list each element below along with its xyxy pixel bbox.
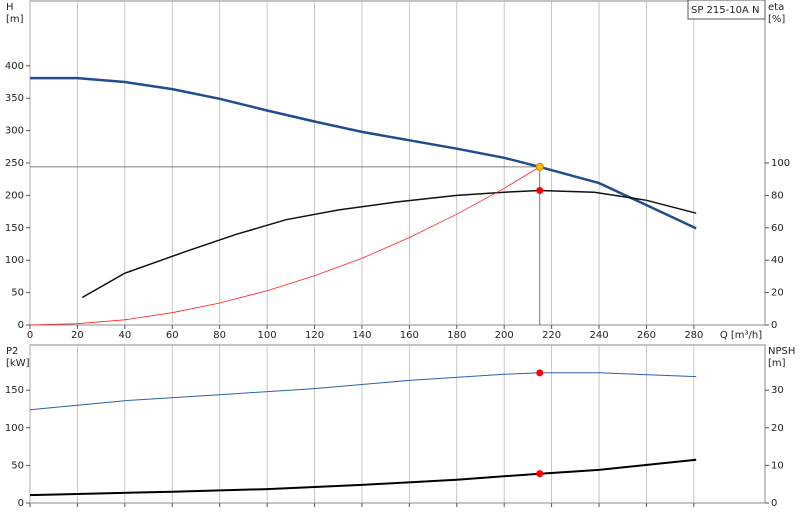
y-tick-label: 350 bbox=[5, 93, 24, 104]
y-axis-label: P2 bbox=[6, 346, 18, 357]
x-tick-label: 120 bbox=[305, 330, 324, 341]
y2-axis-unit: [m] bbox=[768, 358, 786, 369]
plot-frame bbox=[29, 0, 766, 326]
series-line bbox=[30, 76, 697, 230]
series-line bbox=[81, 189, 697, 299]
y-tick-label: 400 bbox=[5, 61, 24, 72]
x-tick-label: 200 bbox=[495, 330, 514, 341]
x-tick-label: 160 bbox=[400, 330, 419, 341]
x-tick-label: 0 bbox=[27, 330, 33, 341]
y-tick-label: 50 bbox=[11, 288, 24, 299]
y-axis-label: H bbox=[6, 2, 14, 13]
x-tick-label: 20 bbox=[71, 330, 84, 341]
x-tick-label: 60 bbox=[166, 330, 179, 341]
series-line bbox=[29, 166, 541, 326]
operating-point bbox=[536, 470, 544, 478]
operating-point bbox=[536, 369, 544, 377]
y-tick-label: 0 bbox=[18, 320, 24, 331]
y2-tick-label: 30 bbox=[771, 385, 784, 396]
y2-tick-label: 0 bbox=[771, 320, 777, 331]
y2-tick-label: 0 bbox=[771, 498, 777, 509]
y2-tick-label: 100 bbox=[771, 158, 790, 169]
y-tick-label: 100 bbox=[5, 255, 24, 266]
y-tick-label: 150 bbox=[5, 385, 24, 396]
y-tick-label: 200 bbox=[5, 190, 24, 201]
x-tick-label: 140 bbox=[352, 330, 371, 341]
y-tick-label: 100 bbox=[5, 423, 24, 434]
series-line bbox=[29, 372, 697, 411]
y2-tick-label: 60 bbox=[771, 223, 784, 234]
y2-tick-label: 80 bbox=[771, 190, 784, 201]
y2-tick-label: 20 bbox=[771, 288, 784, 299]
x-tick-label: 240 bbox=[589, 330, 608, 341]
y-axis-unit: [kW] bbox=[6, 358, 30, 369]
x-tick-label: 40 bbox=[118, 330, 131, 341]
y-tick-label: 250 bbox=[5, 158, 24, 169]
x-tick-label: 220 bbox=[542, 330, 561, 341]
y2-tick-label: 10 bbox=[771, 460, 784, 471]
y-axis-unit: [m] bbox=[6, 14, 24, 25]
plot-frame bbox=[29, 344, 766, 504]
y-tick-label: 150 bbox=[5, 223, 24, 234]
series-line bbox=[29, 458, 697, 497]
x-tick-label: 180 bbox=[447, 330, 466, 341]
chart-title: SP 215-10A N bbox=[691, 5, 759, 16]
y2-tick-label: 20 bbox=[771, 423, 784, 434]
operating-point bbox=[535, 162, 544, 171]
y2-axis-label: eta bbox=[768, 2, 784, 13]
y2-tick-label: 40 bbox=[771, 255, 784, 266]
y-tick-label: 50 bbox=[11, 460, 24, 471]
y-tick-label: 300 bbox=[5, 126, 24, 137]
operating-point bbox=[536, 187, 544, 195]
x-tick-label: 260 bbox=[637, 330, 656, 341]
x-tick-label: 80 bbox=[213, 330, 226, 341]
y2-axis-unit: [%] bbox=[768, 14, 785, 25]
title-box bbox=[687, 0, 766, 20]
x-axis-label: Q [m³/h] bbox=[720, 330, 762, 341]
x-tick-label: 100 bbox=[258, 330, 277, 341]
y-tick-label: 0 bbox=[18, 498, 24, 509]
x-tick-label: 280 bbox=[684, 330, 703, 341]
y2-axis-label: NPSH bbox=[768, 346, 795, 357]
